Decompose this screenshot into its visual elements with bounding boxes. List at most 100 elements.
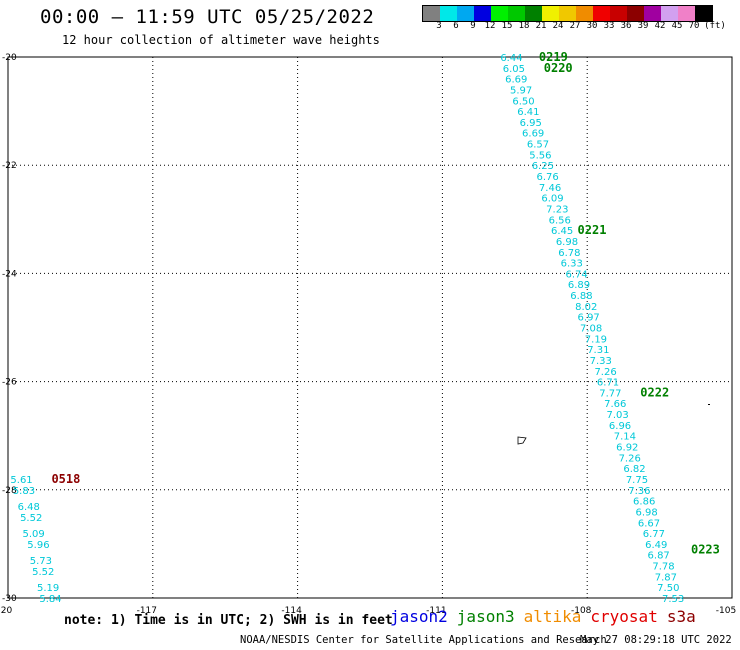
legend-label: 39	[637, 21, 649, 31]
legend-swatch	[644, 6, 661, 21]
satellite-label: jason3	[456, 607, 515, 626]
legend-label: 70	[688, 21, 700, 31]
data-point-label: 6.82	[623, 464, 645, 475]
data-point-label: 6.78	[558, 248, 580, 259]
data-point-label: 7.03	[607, 410, 629, 421]
color-legend	[422, 5, 713, 22]
data-point-label: 6.95	[520, 118, 542, 129]
pass-time-label: 0219	[539, 50, 568, 64]
data-point-label: 7.50	[657, 583, 679, 594]
chart-subtitle: 12 hour collection of altimeter wave hei…	[62, 33, 380, 47]
data-point-label: 7.19	[585, 334, 607, 345]
y-tick-label: -22	[2, 161, 17, 171]
data-point-label: 6.33	[561, 259, 583, 270]
data-point-label: 7.14	[614, 432, 636, 443]
data-point-label: 7.08	[580, 324, 602, 335]
data-point-label: 6.71	[597, 378, 619, 389]
pass-time-label: 0223	[691, 542, 720, 556]
satellite-label: cryosat	[590, 607, 658, 626]
data-point-label: 5.97	[510, 85, 532, 96]
data-point-label: 6.89	[568, 280, 590, 291]
legend-label: 24	[552, 21, 564, 31]
data-point-label: 6.50	[512, 96, 534, 107]
plot-frame	[7, 56, 733, 599]
legend-swatch	[542, 6, 559, 21]
island-dot	[708, 404, 710, 405]
data-point-label: 7.53	[662, 594, 684, 605]
data-point-label: 6.44	[500, 53, 522, 64]
legend-label: (ft)	[704, 21, 726, 31]
data-point-label: 6.69	[505, 75, 527, 86]
legend-swatch	[559, 6, 576, 21]
legend-swatch	[474, 6, 491, 21]
data-point-label: 7.75	[626, 475, 648, 486]
x-tick-label: -114	[281, 606, 302, 616]
data-point-label: 6.87	[648, 551, 670, 562]
legend-label: 45	[671, 21, 683, 31]
legend-swatch	[695, 6, 712, 21]
chart-title: 00:00 – 11:59 UTC 05/25/2022	[40, 6, 375, 28]
legend-label: 21	[535, 21, 547, 31]
legend-swatch	[576, 6, 593, 21]
data-point-label: 5.09	[22, 529, 44, 540]
y-tick-label: -28	[2, 486, 17, 496]
legend-label: 33	[603, 21, 615, 31]
y-tick-label: -30	[2, 594, 17, 604]
legend-label: 42	[654, 21, 666, 31]
x-tick-label: -120	[0, 606, 12, 616]
data-point-label: 6.88	[570, 291, 592, 302]
data-point-label: 5.73	[30, 556, 52, 567]
data-point-label: 6.97	[578, 313, 600, 324]
data-point-label: 8.02	[575, 302, 597, 313]
satellite-label: s3a	[666, 607, 696, 626]
legend-label: 9	[470, 21, 476, 31]
legend-swatch	[661, 6, 678, 21]
legend-swatch	[678, 6, 695, 21]
data-point-label: 6.57	[527, 140, 549, 151]
legend-label: 27	[569, 21, 581, 31]
legend-swatch	[525, 6, 542, 21]
x-tick-label: -105	[716, 606, 736, 616]
data-point-label: 6.48	[18, 502, 40, 513]
credit-text: NOAA/NESDIS Center for Satellite Applica…	[240, 634, 607, 646]
data-point-label: 7.26	[594, 367, 616, 378]
data-point-label: 7.33	[590, 356, 612, 367]
x-tick-label: -108	[571, 606, 592, 616]
data-point-label: 6.76	[537, 172, 559, 183]
y-tick-label: -20	[2, 53, 17, 63]
color-legend-labels: 3 6 9 12 15 18 21 24 27 30 33 36 39 42 45 70 (ft)	[422, 21, 726, 33]
legend-swatch	[457, 6, 474, 21]
satellite-label: altika	[523, 607, 582, 626]
legend-swatch	[508, 6, 525, 21]
data-point-label: 6.05	[503, 64, 525, 75]
data-point-label: 7.23	[546, 204, 568, 215]
data-point-label: 7.78	[652, 562, 674, 573]
legend-label: 15	[501, 21, 513, 31]
data-point-label: 5.52	[20, 513, 42, 524]
data-point-label: 6.41	[517, 107, 539, 118]
satellite-legend: jason2 jason3 altika cryosat s3a	[390, 607, 705, 626]
legend-label: 12	[484, 21, 496, 31]
y-tick-label: -24	[2, 269, 17, 279]
data-point-label: 7.36	[628, 486, 650, 497]
island-outline	[517, 436, 527, 445]
data-point-label: 7.31	[587, 345, 609, 356]
x-tick-label: -111	[426, 606, 446, 616]
pass-time-label: 0221	[578, 223, 607, 237]
data-point-label: 5.96	[27, 540, 49, 551]
timestamp-text: May 27 08:29:18 UTC 2022	[580, 634, 732, 646]
data-point-label: 7.66	[604, 399, 626, 410]
data-point-label: 6.96	[609, 421, 631, 432]
legend-label: 3	[436, 21, 442, 31]
legend-label: 6	[453, 21, 459, 31]
x-tick-label: -117	[137, 606, 157, 616]
data-point-label: 6.98	[556, 237, 578, 248]
data-point-label: 5.19	[37, 583, 59, 594]
data-point-label: 6.67	[638, 518, 660, 529]
data-point-label: 5.61	[10, 475, 32, 486]
legend-swatch	[610, 6, 627, 21]
data-point-label: 5.83	[13, 486, 35, 497]
legend-swatch	[593, 6, 610, 21]
data-point-label: 6.49	[645, 540, 667, 551]
